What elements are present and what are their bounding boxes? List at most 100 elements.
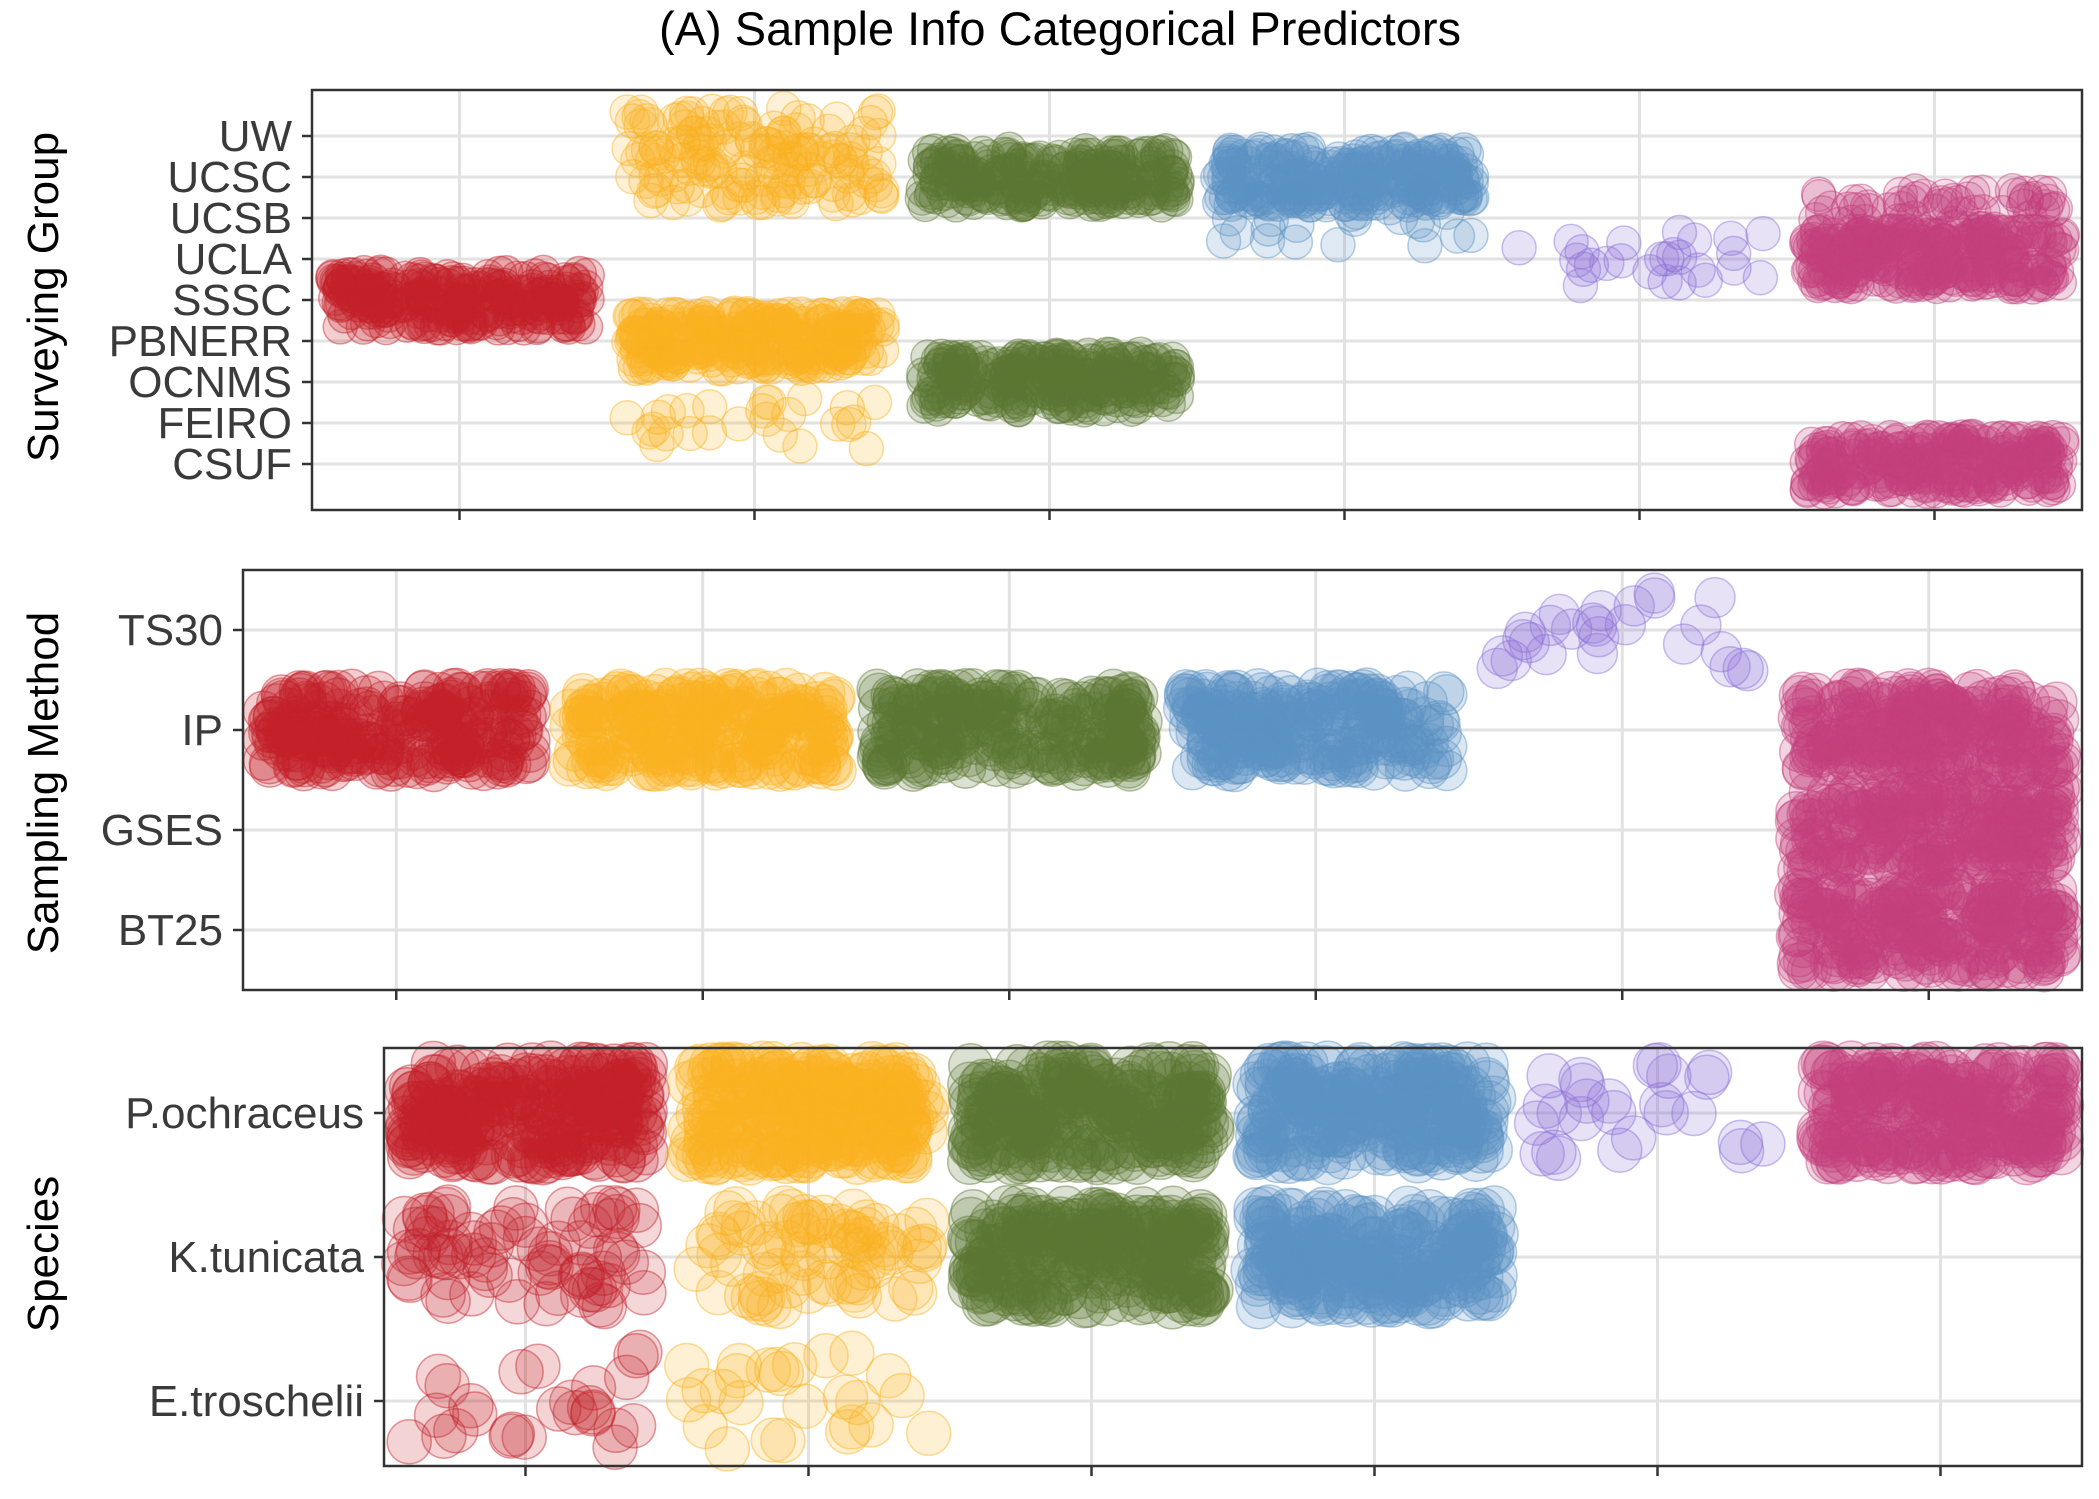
series-blue (1200, 131, 1490, 264)
data-point-sssc (426, 274, 463, 311)
data-point-ip (870, 674, 912, 717)
data-point-uw (846, 115, 882, 152)
data-point-ocnms (937, 352, 974, 389)
data-point-sssc (324, 258, 361, 295)
data-point-sssc (538, 281, 575, 318)
panel-surveying-group: Surveying Group CSUFFEIROOCNMSPBNERRSSSC… (19, 88, 2084, 520)
data-point-sssc (356, 281, 392, 317)
data-point-sssc (386, 287, 423, 324)
data-point-sssc (400, 263, 437, 300)
data-point-sssc (483, 278, 520, 314)
series-yellow (609, 90, 900, 467)
data-point-pbnerr (731, 308, 768, 344)
data-point-sssc (518, 290, 555, 327)
data-point-sssc (321, 285, 357, 321)
data-point-sssc (355, 262, 391, 298)
data-point-sssc (388, 285, 425, 322)
data-point-csuf (1883, 461, 1920, 497)
data-point-pbnerr (835, 334, 871, 370)
data-point-ucsc (740, 184, 776, 221)
data-point-uw (754, 127, 791, 164)
data-point-uw (784, 135, 821, 172)
data-point-pbnerr (618, 299, 654, 336)
data-point-ucsc (831, 176, 868, 212)
data-point-sssc (350, 288, 387, 324)
data-point-sssc (481, 270, 517, 306)
data-point-sssc (351, 265, 388, 301)
data-point-uw (796, 126, 832, 162)
data-point-ip (813, 678, 855, 721)
data-point-pbnerr (805, 297, 842, 334)
data-point-pbnerr (793, 331, 829, 367)
data-point-pbnerr (696, 327, 733, 363)
data-point-ucsc (834, 146, 870, 182)
data-point-k-tunicata (696, 1232, 742, 1278)
data-point-ucsc (729, 154, 766, 191)
data-point-sssc (367, 292, 404, 328)
data-point-ucla (1866, 228, 1903, 265)
data-point-sssc (442, 273, 479, 309)
data-point-ip (307, 738, 350, 781)
data-point-sssc (563, 273, 599, 309)
data-point-ucsc (656, 157, 692, 193)
data-point-sssc (456, 267, 493, 303)
data-point-sssc (561, 282, 598, 318)
data-point-ip (1923, 716, 1965, 759)
data-point-ts30 (1694, 576, 1736, 619)
data-point-ucsc (689, 147, 726, 183)
data-point-sssc (401, 277, 438, 313)
data-point-ucsc (796, 162, 833, 199)
data-point-sssc (445, 284, 481, 320)
data-point-bt25 (1902, 914, 1944, 956)
data-point-sssc (406, 285, 443, 321)
data-point-ocnms (1097, 362, 1134, 399)
data-point-pbnerr (634, 347, 670, 383)
data-point-sssc (508, 289, 545, 326)
data-point-pbnerr (841, 325, 878, 362)
data-point-p-ochraceus (734, 1126, 781, 1173)
data-point-csuf (2035, 470, 2071, 506)
data-point-sssc (404, 280, 441, 316)
data-point-sssc (469, 296, 505, 332)
data-point-ts30 (1538, 593, 1581, 636)
gridlines (312, 90, 2082, 510)
data-point-sssc (320, 265, 357, 301)
data-point-sssc (370, 270, 407, 306)
data-point-csuf (1841, 466, 1878, 502)
data-point-uw (766, 115, 802, 152)
data-point-sssc (346, 273, 383, 310)
data-point-sssc (494, 298, 530, 334)
data-point-pbnerr (841, 298, 877, 335)
data-point-ucsb (1211, 201, 1248, 237)
data-point-ip (254, 723, 296, 765)
data-point-sssc (372, 303, 408, 340)
data-point-ip (565, 747, 608, 790)
data-point-sssc (323, 287, 359, 324)
data-point-pbnerr (630, 326, 667, 362)
data-point-pbnerr (784, 305, 821, 342)
data-point-pbnerr (748, 346, 785, 383)
data-point-sssc (507, 274, 544, 311)
y-tick-label-gses: GSES (101, 806, 223, 855)
data-point-sssc (351, 267, 388, 304)
data-point-sssc (406, 308, 443, 345)
data-point-uw (674, 96, 711, 132)
data-point-pbnerr (826, 327, 863, 363)
data-point-uw (620, 142, 656, 178)
data-point-sssc (451, 307, 487, 344)
y-axis-label-sampling-method: Sampling Method (19, 612, 68, 954)
data-point-pbnerr (781, 321, 818, 358)
data-point-sssc (315, 258, 351, 295)
data-point-bt25 (1854, 942, 1896, 984)
data-point-pbnerr (755, 324, 792, 360)
data-point-ucsc (941, 144, 978, 181)
data-point-sssc (528, 287, 565, 323)
data-point-ucsb (1843, 183, 1879, 220)
data-point-uw (676, 115, 712, 151)
data-point-pbnerr (815, 306, 851, 343)
data-point-p-ochraceus (591, 1043, 637, 1089)
data-point-uw (721, 121, 758, 158)
data-point-sssc (567, 269, 604, 306)
data-point-sssc (514, 272, 551, 309)
data-point-feiro (782, 428, 818, 464)
